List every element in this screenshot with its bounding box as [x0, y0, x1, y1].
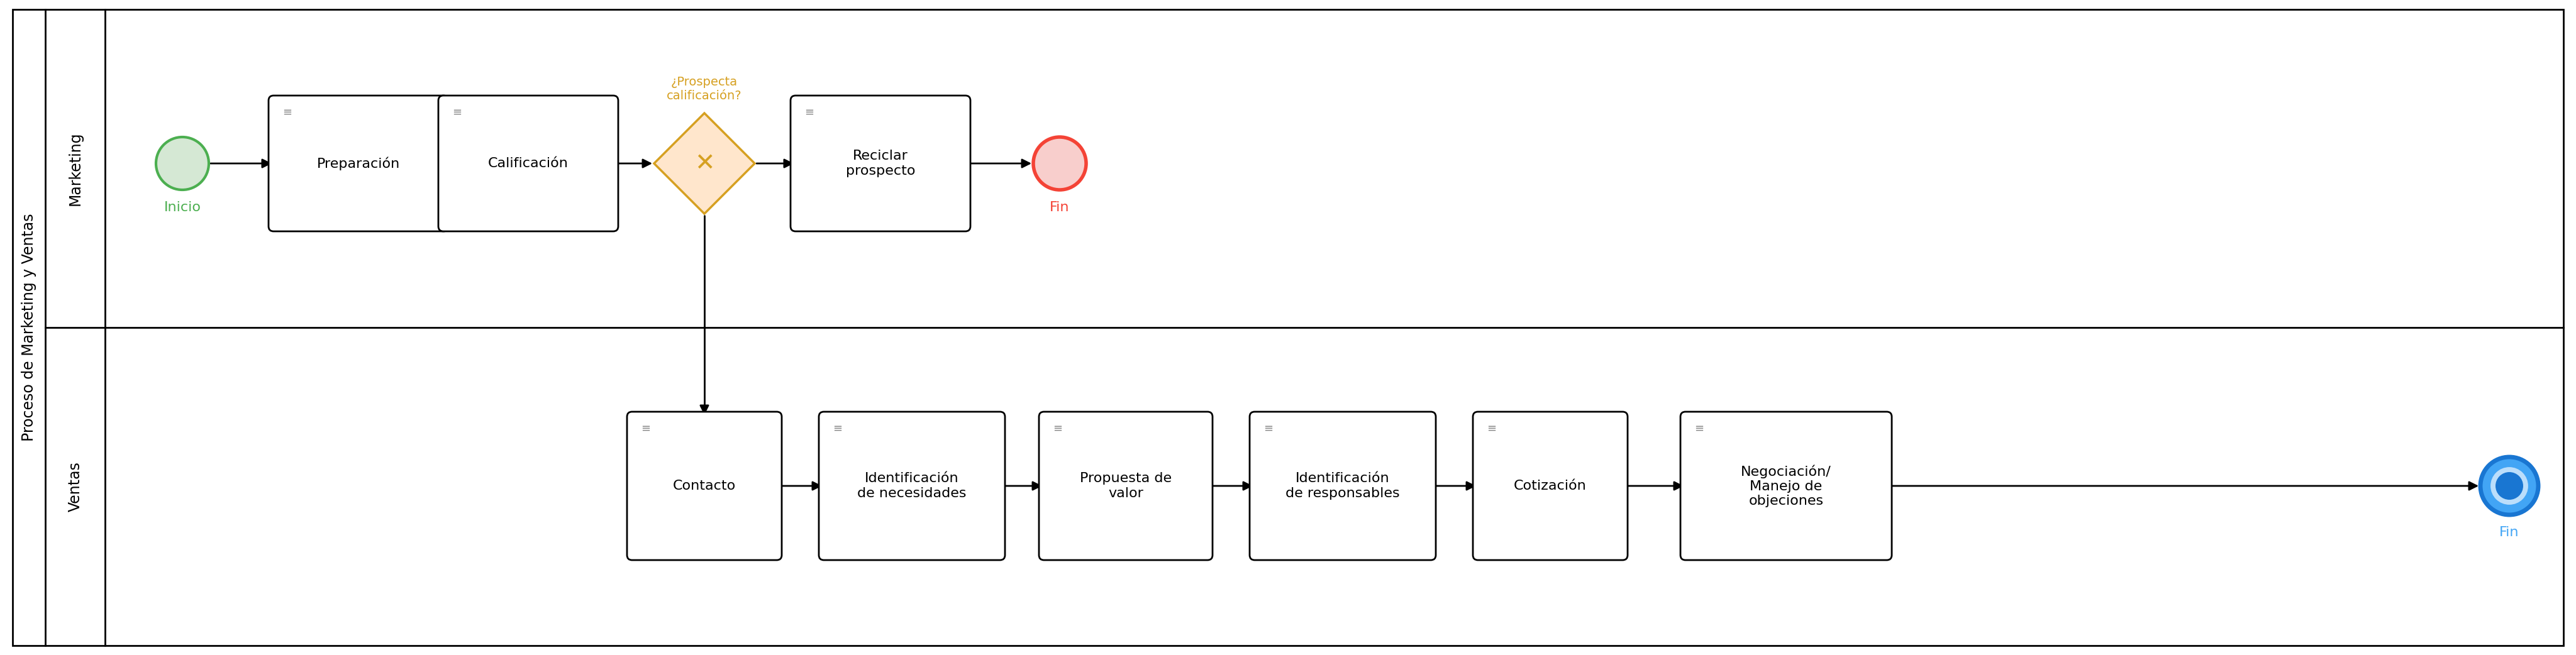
FancyBboxPatch shape [1249, 412, 1435, 560]
Text: ≡: ≡ [1262, 423, 1273, 434]
Text: Propuesta de
valor: Propuesta de valor [1079, 472, 1172, 500]
Text: Inicio: Inicio [165, 201, 201, 214]
Text: Negociación/
Manejo de
objeciones: Negociación/ Manejo de objeciones [1741, 464, 1832, 507]
Text: Calificación: Calificación [487, 157, 569, 170]
Text: Identificación
de responsables: Identificación de responsables [1285, 472, 1399, 500]
Text: Contacto: Contacto [672, 479, 737, 492]
Text: Proceso de Marketing y Ventas: Proceso de Marketing y Ventas [21, 214, 36, 441]
Text: Ventas: Ventas [67, 461, 82, 512]
Text: ≡: ≡ [832, 423, 842, 434]
FancyBboxPatch shape [1038, 412, 1213, 560]
Text: ≡: ≡ [804, 107, 814, 118]
Polygon shape [654, 113, 755, 214]
Text: Fin: Fin [2499, 526, 2519, 538]
FancyBboxPatch shape [1473, 412, 1628, 560]
Text: Marketing: Marketing [67, 132, 82, 206]
FancyBboxPatch shape [438, 96, 618, 231]
Circle shape [2496, 472, 2522, 500]
Text: ≡: ≡ [1695, 423, 1703, 434]
Text: ≡: ≡ [453, 107, 461, 118]
Circle shape [1033, 137, 1087, 190]
Text: ✕: ✕ [693, 151, 714, 176]
Text: Preparación: Preparación [317, 157, 399, 170]
Text: ≡: ≡ [641, 423, 649, 434]
FancyBboxPatch shape [1680, 412, 1891, 560]
Text: ¿Prospecta
calificación?: ¿Prospecta calificación? [667, 76, 742, 102]
Text: ≡: ≡ [283, 107, 291, 118]
FancyBboxPatch shape [626, 412, 781, 560]
FancyBboxPatch shape [819, 412, 1005, 560]
Circle shape [157, 137, 209, 190]
Text: Reciclar
prospecto: Reciclar prospecto [845, 150, 914, 177]
Text: Fin: Fin [1051, 201, 1069, 214]
Text: Cotización: Cotización [1515, 479, 1587, 492]
FancyBboxPatch shape [268, 96, 448, 231]
Text: ≡: ≡ [1054, 423, 1061, 434]
Circle shape [2481, 457, 2537, 515]
Circle shape [2488, 466, 2530, 506]
FancyBboxPatch shape [791, 96, 971, 231]
Text: ≡: ≡ [1486, 423, 1497, 434]
Text: Identificación
de necesidades: Identificación de necesidades [858, 472, 966, 500]
